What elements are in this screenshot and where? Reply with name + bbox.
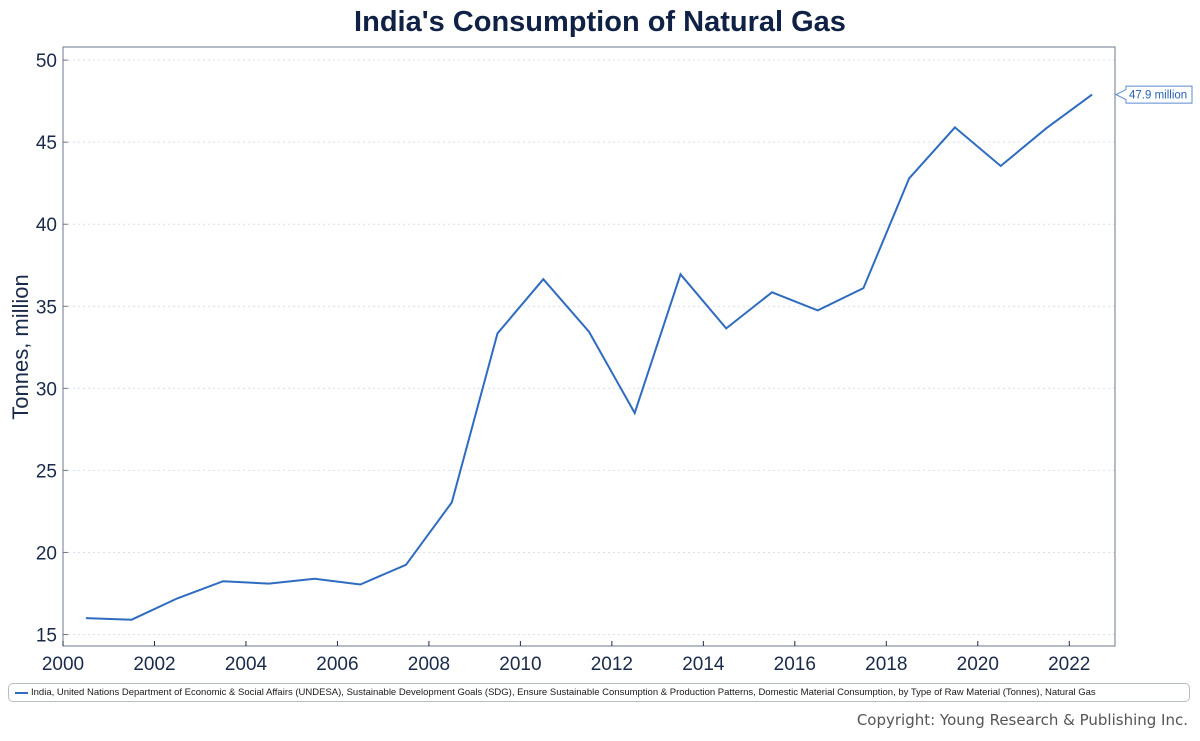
x-tick-label: 2012 [591,654,633,675]
y-axis: 15 20 25 30 35 40 45 50 [36,51,68,647]
x-tick-label: 2020 [957,654,999,675]
copyright-text: Copyright: Young Research & Publishing I… [856,711,1188,729]
x-tick-label: 2004 [225,654,268,675]
y-tick-label: 35 [36,297,57,318]
y-tick-label: 20 [36,543,57,564]
legend: India, United Nations Department of Econ… [8,683,1190,702]
y-tick-label: 50 [36,51,57,72]
y-tick-label: 40 [36,215,57,236]
y-tick-label: 30 [36,379,57,400]
callout-label: 47.9 million [1129,90,1187,102]
x-tick-label: 2010 [499,654,541,675]
x-tick-label: 2022 [1048,654,1090,675]
x-tick-label: 2002 [133,654,175,675]
x-tick-label: 2008 [408,654,450,675]
x-tick-label: 2006 [316,654,358,675]
legend-label: India, United Nations Department of Econ… [31,687,1096,698]
line-chart: 15 20 25 30 35 40 45 50 2000 2002 2004 2006 2008 201… [8,46,1193,675]
x-tick-label: 2000 [42,654,84,675]
chart-title: India's Consumption of Natural Gas [354,6,846,38]
x-tick-label: 2016 [774,654,816,675]
gridlines [63,59,1115,636]
y-tick-label: 25 [36,461,57,482]
x-tick-label: 2014 [682,654,725,675]
value-callout: 47.9 million [1114,85,1193,104]
y-tick-label: 15 [36,626,57,647]
y-tick-label: 45 [36,133,57,154]
plot-frame [62,46,1116,647]
series-group [85,93,1093,621]
series-line [85,93,1093,621]
x-axis: 2000 2002 2004 2006 2008 2010 2012 2014 2016 2018… [42,641,1090,675]
y-axis-title: Tonnes, million [8,274,33,420]
callout-box [1114,85,1193,104]
x-tick-label: 2018 [865,654,907,675]
legend-swatch [15,691,28,694]
